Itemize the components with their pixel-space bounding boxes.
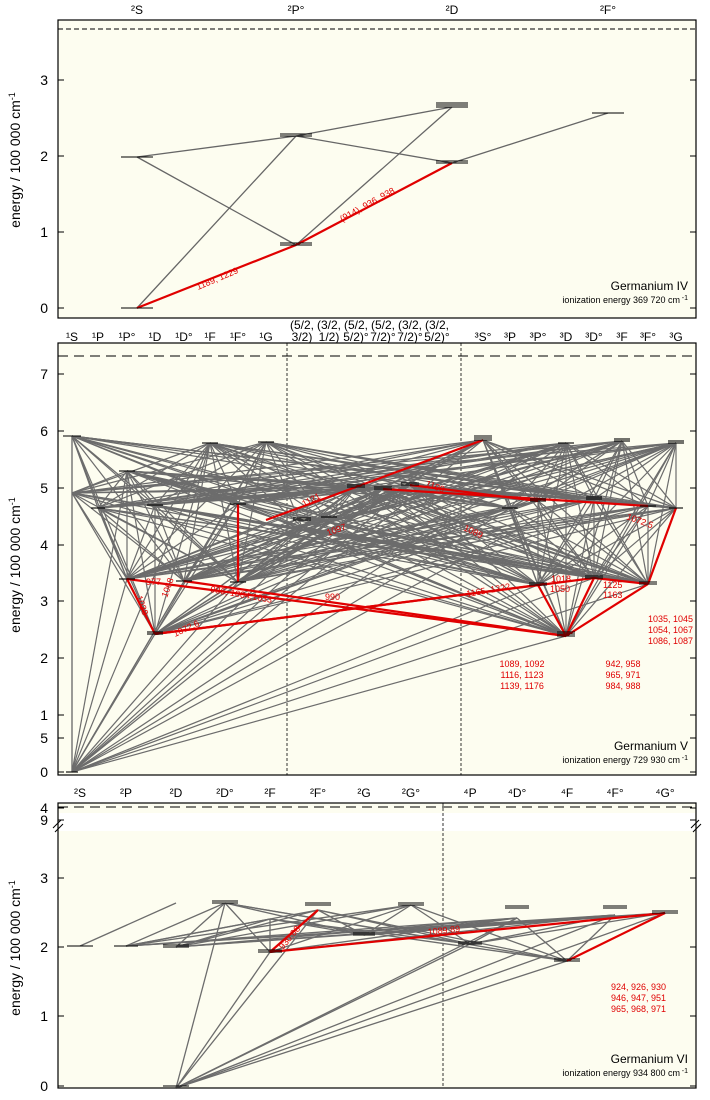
element-name: Germanium VI: [611, 1052, 688, 1066]
term-label: ⁴P: [463, 786, 476, 800]
transition-label: 1018: [551, 574, 571, 584]
transition-label: 990: [325, 592, 340, 602]
transition-label: 1035, 1045: [648, 614, 693, 624]
ionization-energy: ionization energy 369 720 cm: [562, 295, 680, 305]
term-label: ³F°: [640, 330, 656, 344]
y-tick-label: 0: [40, 300, 48, 316]
ionization-unit-exponent: -1: [682, 295, 688, 302]
ionization-energy: ionization energy 729 930 cm: [562, 755, 680, 765]
transition-label: 977: [146, 577, 161, 587]
term-label: ¹S: [66, 330, 78, 344]
y-tick-label: 1: [40, 224, 48, 240]
term-label: ²D°: [216, 786, 234, 800]
y-tick-label: 2: [40, 939, 48, 955]
transition-label: 1086, 1087: [648, 636, 693, 646]
term-label: 3/2): [292, 330, 313, 344]
term-label: ¹F°: [230, 330, 246, 344]
term-label: ³G: [669, 330, 682, 344]
y-tick-label: 6: [40, 423, 48, 439]
term-label: ⁴D°: [508, 786, 527, 800]
term-label: ²D: [170, 786, 183, 800]
element-name: Germanium V: [614, 739, 688, 753]
transition-label: 1139, 1176: [500, 681, 544, 691]
term-label: ²G: [357, 786, 370, 800]
transition-label: 965, 968, 971: [611, 1004, 666, 1014]
term-label: ¹P°: [119, 330, 136, 344]
plot-area: [58, 20, 696, 318]
transition-label: 1054, 1067: [648, 625, 693, 635]
y-tick-label: 3: [40, 72, 48, 88]
term-label: ³F: [616, 330, 627, 344]
transition-label: 1163: [603, 590, 622, 600]
term-label: ²G°: [402, 786, 420, 800]
term-label: ⁴F°: [606, 786, 623, 800]
term-label: ⁴G°: [655, 786, 674, 800]
transition-label: 942, 958: [605, 659, 640, 669]
term-label: ²P: [120, 786, 132, 800]
axis-break-gap: [59, 813, 695, 831]
term-label: ²D: [446, 3, 459, 17]
y-tick-label: 1: [40, 707, 48, 723]
transition-label: 946, 947, 951: [611, 993, 666, 1003]
ionization-energy: ionization energy 934 800 cm: [562, 1068, 680, 1078]
term-label: 5/2)°: [343, 330, 369, 344]
term-label: 7/2)°: [370, 330, 396, 344]
y-axis-label: energy / 100 000 cm-1: [7, 880, 23, 1016]
y-tick-label: 3: [40, 870, 48, 886]
term-label: ¹D: [149, 330, 162, 344]
term-label: ²F°: [600, 3, 616, 17]
term-label: 1/2): [319, 330, 340, 344]
term-label: ¹F: [204, 330, 215, 344]
term-label: ²F: [264, 786, 275, 800]
y-tick-label: 0: [40, 1078, 48, 1094]
panel-germanium-iv: 0 1 2 3 ²S ²P° ²D ²F° energy / 100 000 cm-1…: [7, 3, 696, 318]
transition-label: 984, 988: [605, 681, 640, 691]
term-label: ²P°: [288, 3, 305, 17]
panel-germanium-vi: 0123459 ²S ²P ²D ²D° ²F ²F° ²G ²G° ⁴P ⁴D° ⁴F ⁴F° ⁴G°…: [7, 730, 701, 1094]
term-label: ³D°: [585, 330, 603, 344]
y-tick-label: 2: [40, 650, 48, 666]
term-label: ¹P: [92, 330, 104, 344]
transition-label: 965, 971: [605, 670, 640, 680]
term-label: ³S°: [475, 330, 492, 344]
y-axis-label: energy / 100 000 cm-1: [7, 92, 23, 228]
y-axis-label: energy / 100 000 cm-1: [7, 497, 23, 633]
term-label: ³D: [560, 330, 573, 344]
y-tick-label: 5: [40, 730, 48, 746]
y-tick-label: 3: [40, 593, 48, 609]
term-label: ³P: [504, 330, 516, 344]
term-label: ²F°: [310, 786, 326, 800]
term-label: ⁴F: [561, 786, 574, 800]
transition-label: 1089, 1092: [499, 659, 544, 669]
term-label: 5/2)°: [424, 330, 450, 344]
term-label: 7/2)°: [397, 330, 423, 344]
term-label: ²S: [131, 3, 143, 17]
element-name: Germanium IV: [611, 279, 688, 293]
term-label: ²S: [74, 786, 86, 800]
y-tick-label: 2: [40, 148, 48, 164]
y-tick-label: 0: [40, 764, 48, 780]
y-tick-label: 5: [40, 480, 48, 496]
y-tick-label: 7: [40, 366, 48, 382]
transition-label: 1116, 1123: [500, 670, 543, 680]
y-tick-label: 4: [40, 537, 48, 553]
transition-label: 1050: [550, 584, 570, 594]
y-tick-label: 1: [40, 1008, 48, 1024]
term-label: ¹G: [259, 330, 272, 344]
ionization-unit-exponent: -1: [682, 755, 688, 762]
transition-label: 1125: [603, 580, 622, 590]
y-tick-label: 9: [40, 812, 48, 828]
transition-label: 924, 926, 930: [611, 982, 666, 992]
term-label: ³P°: [530, 330, 547, 344]
term-label: ¹D°: [175, 330, 193, 344]
ionization-unit-exponent: -1: [682, 1068, 688, 1075]
